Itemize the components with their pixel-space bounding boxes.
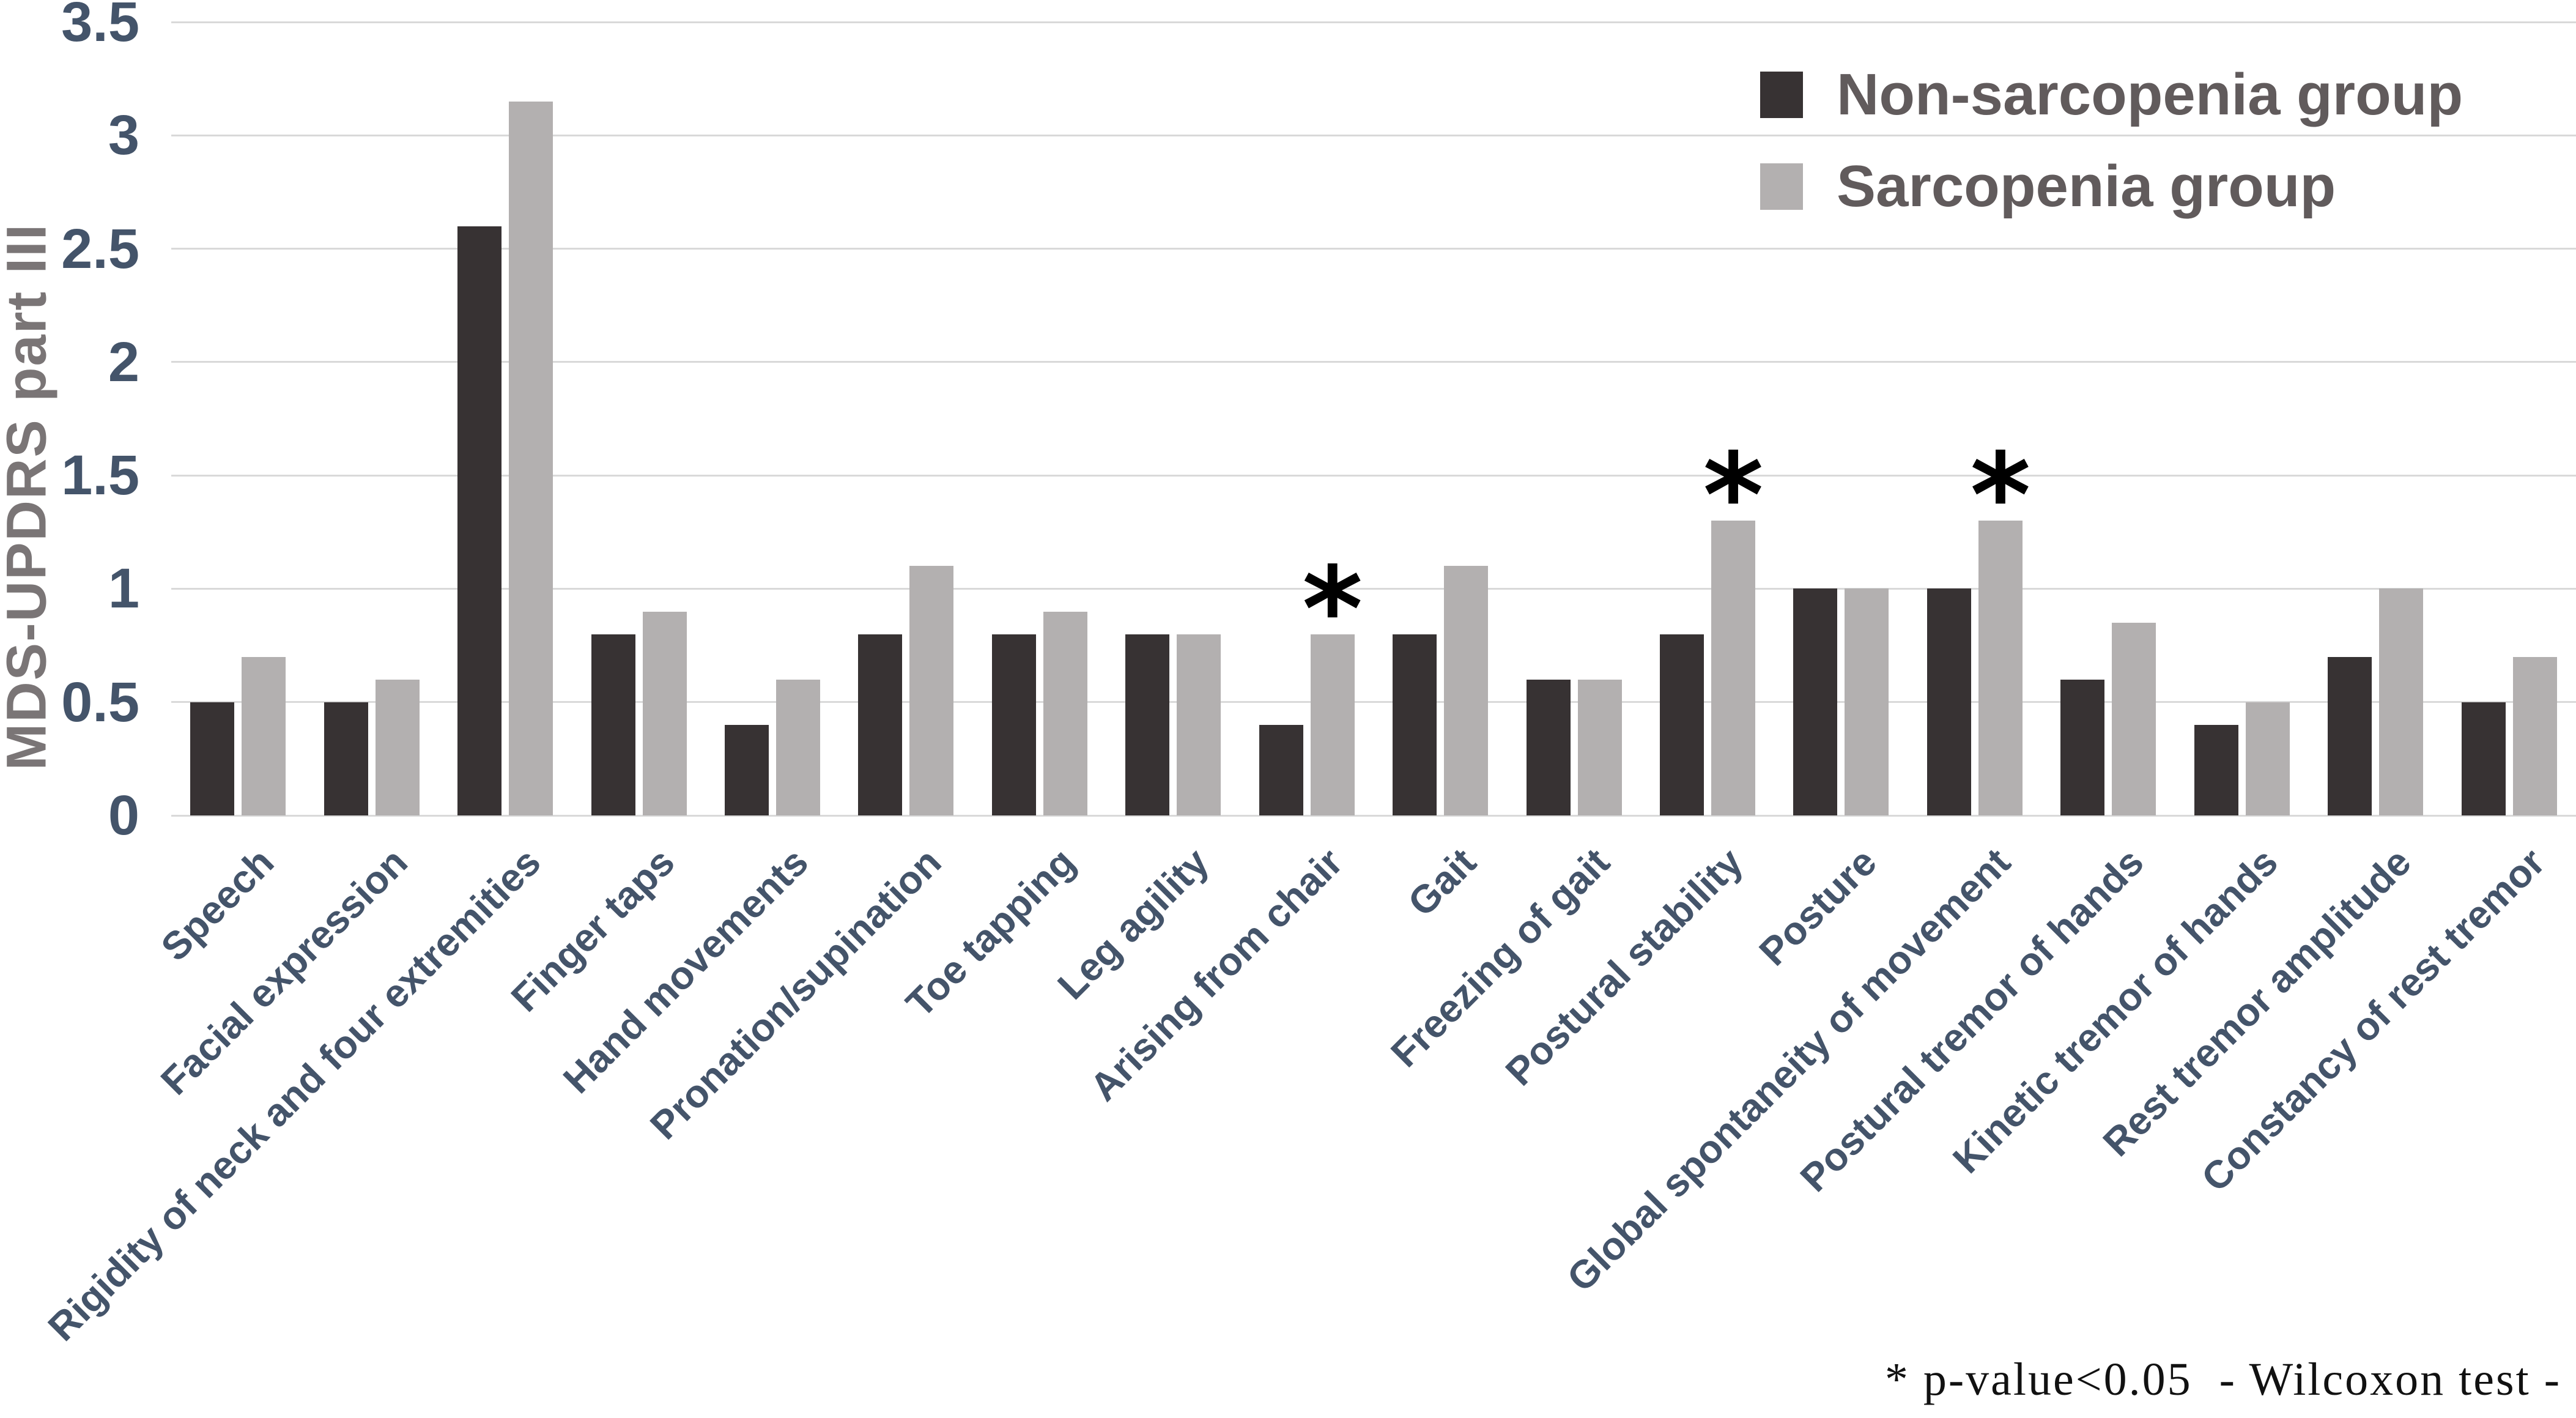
category-group (171, 22, 305, 815)
category-group (1106, 22, 1240, 815)
y-tick-label-0.5: 0.5 (61, 670, 139, 733)
category-group (1507, 22, 1640, 815)
y-tick-label-3: 3 (108, 104, 139, 167)
gridline-3.5 (171, 21, 2576, 23)
bar-sarcopenia (1043, 611, 1087, 815)
significance-asterisk: * (1703, 428, 1764, 564)
bar-sarcopenia (375, 679, 420, 815)
bar-non-sarcopenia (2060, 679, 2105, 815)
legend-swatch-sarcopenia (1760, 163, 1803, 210)
bar-sarcopenia (1577, 679, 1622, 815)
category-group (2041, 22, 2175, 815)
category-group (706, 22, 839, 815)
bar-sarcopenia (2245, 702, 2290, 815)
gridline-3 (171, 134, 2576, 136)
x-category-label: Postural stability (1497, 839, 1752, 1094)
category-group: * (1240, 22, 1374, 815)
gridline-2.5 (171, 248, 2576, 250)
bar-sarcopenia (2112, 623, 2156, 815)
bar-sarcopenia (1845, 588, 1889, 815)
category-group (2309, 22, 2442, 815)
bar-non-sarcopenia (1393, 634, 1437, 815)
plot-area: * * * (171, 21, 2576, 817)
bar-non-sarcopenia (591, 634, 635, 815)
bar-non-sarcopenia (2461, 702, 2506, 815)
x-category-label: Speech (152, 839, 282, 970)
bar-non-sarcopenia (324, 702, 368, 815)
x-category-label: Posture (1750, 839, 1886, 974)
category-group (439, 22, 572, 815)
legend-label-non-sarcopenia: Non-sarcopenia group (1837, 62, 2463, 127)
bar-sarcopenia: * (1302, 551, 1363, 815)
bar-sarcopenia (2512, 656, 2557, 815)
x-category-label: Hand movements (554, 839, 816, 1102)
bar-non-sarcopenia (190, 702, 235, 815)
category-group (2442, 22, 2575, 815)
bar-sarcopenia (509, 101, 553, 815)
gridline-1.5 (171, 474, 2576, 477)
category-group (572, 22, 705, 815)
category-group (305, 22, 438, 815)
legend-swatch-non-sarcopenia (1760, 72, 1803, 118)
legend: Non-sarcopenia group Sarcopenia group (1760, 61, 2463, 220)
bar-non-sarcopenia (1926, 588, 1971, 815)
bars-container: * * * (171, 22, 2576, 815)
gridline-0 (171, 814, 2576, 817)
significance-footnote: * p-value<0.05 - Wilcoxon test - (1884, 1354, 2561, 1405)
x-category-label: Facial expression (152, 839, 416, 1104)
y-tick-label-0: 0 (108, 784, 139, 847)
legend-item-sarcopenia: Sarcopenia group (1760, 153, 2463, 220)
bar-non-sarcopenia (1660, 634, 1704, 815)
bar-sarcopenia: * (1703, 438, 1764, 815)
category-group (1774, 22, 1908, 815)
bar-non-sarcopenia (1125, 634, 1170, 815)
bar-non-sarcopenia (2328, 656, 2372, 815)
bar-sarcopenia (775, 679, 820, 815)
bar-non-sarcopenia (1259, 724, 1303, 815)
y-tick-label-2: 2 (108, 330, 139, 393)
x-category-label: Gait (1399, 839, 1484, 925)
y-tick-label-1.5: 1.5 (61, 444, 139, 507)
y-tick-label-3.5: 3.5 (61, 0, 139, 53)
y-tick-label-1: 1 (108, 557, 139, 620)
category-group (839, 22, 972, 815)
category-group (2175, 22, 2309, 815)
x-category-label: Rigidity of neck and four extremities (39, 839, 549, 1349)
bar-non-sarcopenia (724, 724, 769, 815)
bar-non-sarcopenia (2194, 724, 2238, 815)
significance-asterisk: * (1302, 541, 1363, 677)
bar-sarcopenia (1177, 634, 1221, 815)
bar-sarcopenia (242, 656, 286, 815)
gridline-0.5 (171, 701, 2576, 703)
bar-sarcopenia (1444, 566, 1489, 815)
bar-sarcopenia (2379, 588, 2424, 815)
x-category-label: Arising from chair (1081, 839, 1351, 1110)
bar-non-sarcopenia (991, 634, 1036, 815)
bar-non-sarcopenia (1793, 588, 1838, 815)
category-group (1374, 22, 1507, 815)
bar-sarcopenia (642, 611, 687, 815)
bar-sarcopenia (909, 566, 954, 815)
gridline-1 (171, 587, 2576, 590)
gridline-2 (171, 361, 2576, 363)
category-group: * (1908, 22, 2041, 815)
category-group (973, 22, 1106, 815)
category-group: * (1641, 22, 1774, 815)
legend-item-non-sarcopenia: Non-sarcopenia group (1760, 61, 2463, 128)
bar-non-sarcopenia (457, 226, 502, 815)
bar-sarcopenia: * (1970, 438, 2031, 815)
significance-asterisk: * (1970, 428, 2031, 564)
bar-non-sarcopenia (1526, 679, 1571, 815)
bar-non-sarcopenia (858, 634, 903, 815)
y-tick-label-2.5: 2.5 (61, 217, 139, 280)
legend-label-sarcopenia: Sarcopenia group (1837, 154, 2336, 219)
